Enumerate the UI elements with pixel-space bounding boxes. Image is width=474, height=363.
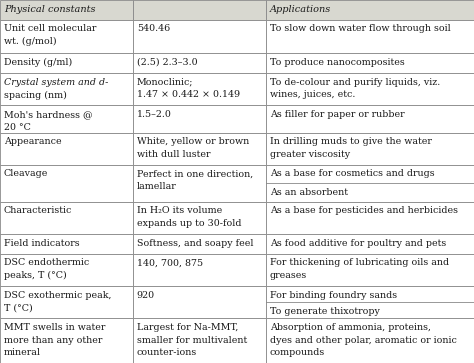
Text: White, yellow or brown: White, yellow or brown bbox=[137, 137, 249, 146]
Text: 540.46: 540.46 bbox=[137, 24, 170, 33]
Bar bbox=[0, 318, 133, 363]
Text: compounds: compounds bbox=[270, 348, 325, 357]
Text: wines, juices, etc.: wines, juices, etc. bbox=[270, 90, 355, 99]
Bar bbox=[133, 318, 266, 363]
Text: Monoclinic;: Monoclinic; bbox=[137, 78, 193, 87]
Text: with dull luster: with dull luster bbox=[137, 150, 210, 159]
Bar bbox=[133, 254, 266, 286]
Text: Appearance: Appearance bbox=[4, 137, 62, 146]
Text: 1.5–2.0: 1.5–2.0 bbox=[137, 110, 172, 119]
Bar bbox=[266, 0, 474, 20]
Bar bbox=[133, 73, 266, 106]
Text: smaller for multivalent: smaller for multivalent bbox=[137, 335, 247, 344]
Text: Moh's hardness @: Moh's hardness @ bbox=[4, 110, 92, 119]
Bar bbox=[0, 234, 133, 254]
Text: As a base for pesticides and herbicides: As a base for pesticides and herbicides bbox=[270, 207, 458, 215]
Text: To produce nanocomposites: To produce nanocomposites bbox=[270, 58, 404, 67]
Text: To slow down water flow through soil: To slow down water flow through soil bbox=[270, 24, 451, 33]
Text: 140, 700, 875: 140, 700, 875 bbox=[137, 258, 203, 268]
Bar bbox=[133, 20, 266, 53]
Bar bbox=[0, 53, 133, 73]
Bar bbox=[133, 286, 266, 318]
Text: DSC endothermic: DSC endothermic bbox=[4, 258, 89, 268]
Text: T (°C): T (°C) bbox=[4, 303, 33, 312]
Bar bbox=[0, 286, 133, 318]
Text: MMT swells in water: MMT swells in water bbox=[4, 323, 105, 332]
Bar bbox=[0, 165, 133, 202]
Text: Perfect in one direction,: Perfect in one direction, bbox=[137, 169, 253, 178]
Text: mineral: mineral bbox=[4, 348, 41, 357]
Bar bbox=[133, 0, 266, 20]
Text: In H₂O its volume: In H₂O its volume bbox=[137, 207, 222, 215]
Text: DSC exothermic peak,: DSC exothermic peak, bbox=[4, 291, 111, 299]
Text: dyes and other polar, aromatic or ionic: dyes and other polar, aromatic or ionic bbox=[270, 335, 456, 344]
Text: As filler for paper or rubber: As filler for paper or rubber bbox=[270, 110, 404, 119]
Bar bbox=[133, 165, 266, 202]
Bar bbox=[0, 254, 133, 286]
Text: 920: 920 bbox=[137, 291, 155, 299]
Bar bbox=[266, 165, 474, 202]
Text: lamellar: lamellar bbox=[137, 182, 176, 191]
Text: As an absorbent: As an absorbent bbox=[270, 188, 348, 197]
Bar bbox=[0, 20, 133, 53]
Text: Crystal system and d-: Crystal system and d- bbox=[4, 78, 108, 87]
Text: more than any other: more than any other bbox=[4, 335, 102, 344]
Text: Unit cell molecular: Unit cell molecular bbox=[4, 24, 96, 33]
Text: For thickening of lubricating oils and: For thickening of lubricating oils and bbox=[270, 258, 449, 268]
Bar bbox=[266, 20, 474, 53]
Bar bbox=[0, 73, 133, 106]
Text: peaks, T (°C): peaks, T (°C) bbox=[4, 271, 66, 280]
Bar bbox=[266, 53, 474, 73]
Bar bbox=[266, 318, 474, 363]
Text: In drilling muds to give the water: In drilling muds to give the water bbox=[270, 137, 432, 146]
Text: expands up to 30-fold: expands up to 30-fold bbox=[137, 219, 241, 228]
Bar bbox=[0, 133, 133, 165]
Bar bbox=[266, 106, 474, 133]
Text: 20 °C: 20 °C bbox=[4, 123, 31, 132]
Bar bbox=[266, 133, 474, 165]
Bar bbox=[133, 202, 266, 234]
Bar bbox=[266, 234, 474, 254]
Bar bbox=[0, 106, 133, 133]
Text: counter-ions: counter-ions bbox=[137, 348, 197, 357]
Bar bbox=[133, 133, 266, 165]
Text: Characteristic: Characteristic bbox=[4, 207, 72, 215]
Bar bbox=[0, 202, 133, 234]
Bar bbox=[133, 106, 266, 133]
Text: Largest for Na-MMT,: Largest for Na-MMT, bbox=[137, 323, 238, 332]
Text: To de-colour and purify liquids, viz.: To de-colour and purify liquids, viz. bbox=[270, 78, 440, 87]
Text: Absorption of ammonia, proteins,: Absorption of ammonia, proteins, bbox=[270, 323, 431, 332]
Text: spacing (nm): spacing (nm) bbox=[4, 90, 67, 99]
Text: For binding foundry sands: For binding foundry sands bbox=[270, 291, 397, 299]
Text: greases: greases bbox=[270, 271, 307, 280]
Bar bbox=[0, 0, 133, 20]
Bar bbox=[133, 234, 266, 254]
Text: As food additive for poultry and pets: As food additive for poultry and pets bbox=[270, 238, 446, 248]
Text: wt. (g/mol): wt. (g/mol) bbox=[4, 37, 56, 46]
Text: Physical constants: Physical constants bbox=[4, 5, 95, 15]
Bar bbox=[266, 254, 474, 286]
Text: As a base for cosmetics and drugs: As a base for cosmetics and drugs bbox=[270, 169, 434, 178]
Text: 1.47 × 0.442 × 0.149: 1.47 × 0.442 × 0.149 bbox=[137, 90, 240, 99]
Text: greater viscosity: greater viscosity bbox=[270, 150, 350, 159]
Bar bbox=[133, 53, 266, 73]
Bar bbox=[266, 286, 474, 318]
Bar bbox=[266, 73, 474, 106]
Text: (2.5) 2.3–3.0: (2.5) 2.3–3.0 bbox=[137, 58, 197, 67]
Bar bbox=[266, 202, 474, 234]
Text: To generate thixotropy: To generate thixotropy bbox=[270, 307, 380, 316]
Text: Density (g/ml): Density (g/ml) bbox=[4, 58, 72, 67]
Text: Softness, and soapy feel: Softness, and soapy feel bbox=[137, 238, 253, 248]
Text: Field indicators: Field indicators bbox=[4, 238, 80, 248]
Text: Applications: Applications bbox=[270, 5, 331, 15]
Text: Cleavage: Cleavage bbox=[4, 169, 48, 178]
